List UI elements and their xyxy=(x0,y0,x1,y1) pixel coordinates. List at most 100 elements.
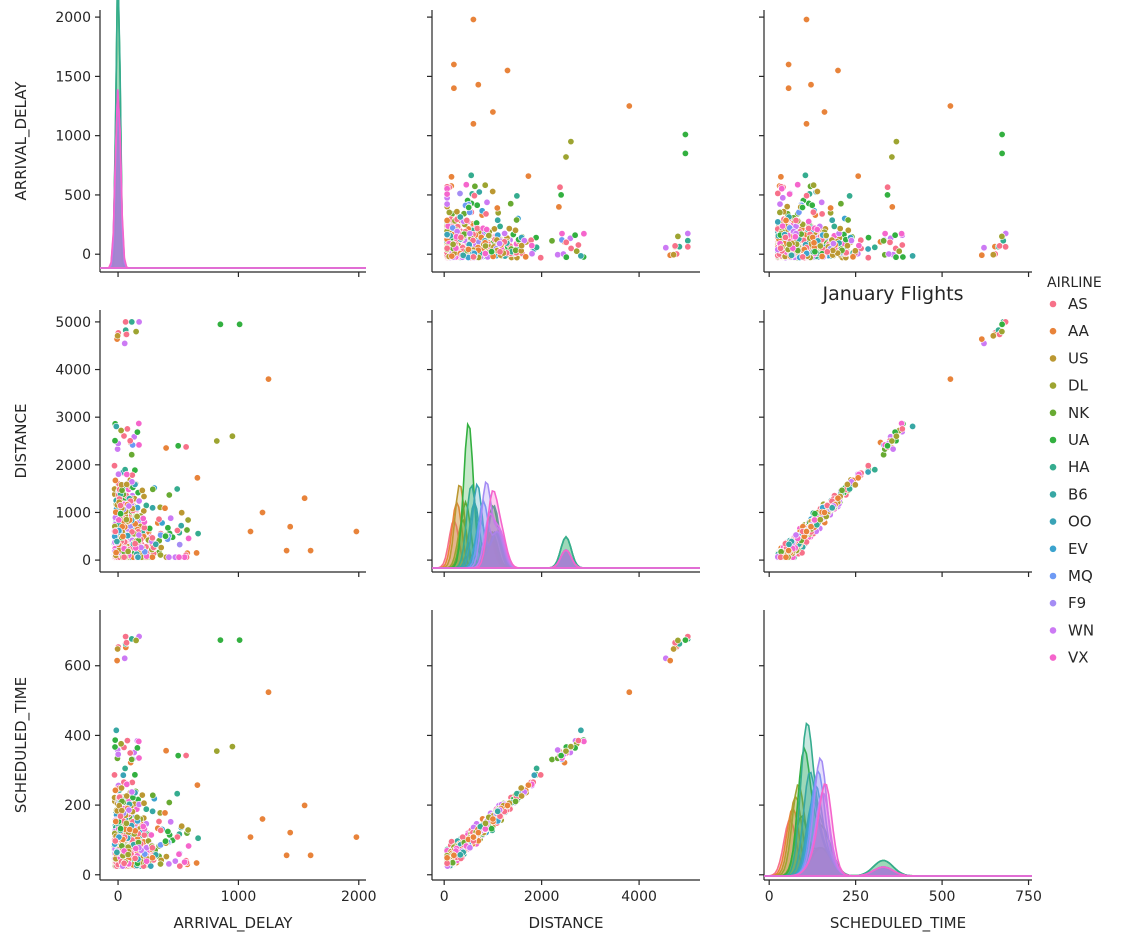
point-as xyxy=(131,540,139,548)
point-wn xyxy=(165,860,173,868)
kde-ua xyxy=(100,0,366,269)
point-wn xyxy=(776,200,784,208)
point-dl xyxy=(213,437,221,445)
point-ua xyxy=(681,149,689,157)
point-us xyxy=(843,480,851,488)
point-wn xyxy=(125,502,133,510)
point-aa xyxy=(283,851,291,859)
point-oo xyxy=(134,553,142,561)
point-aa xyxy=(283,547,291,555)
point-as xyxy=(898,425,906,433)
point-aa xyxy=(148,854,156,862)
point-dl xyxy=(132,636,140,644)
point-as xyxy=(140,831,148,839)
point-dl xyxy=(213,747,221,755)
point-b6 xyxy=(494,216,502,224)
point-as xyxy=(182,443,190,451)
point-us xyxy=(843,242,851,250)
point-vx xyxy=(580,230,588,238)
point-aa xyxy=(161,504,169,512)
point-b6 xyxy=(459,251,467,259)
x-tick-label: 0 xyxy=(440,889,449,905)
point-nk xyxy=(471,182,479,190)
point-aa xyxy=(555,203,563,211)
point-nk xyxy=(149,791,157,799)
point-aa xyxy=(469,120,477,128)
point-b6 xyxy=(113,848,121,856)
point-b6 xyxy=(828,216,836,224)
point-ha xyxy=(513,192,521,200)
point-us xyxy=(670,251,678,259)
point-vx xyxy=(135,754,143,762)
point-b6 xyxy=(113,537,121,545)
point-ua xyxy=(998,320,1006,328)
y-tick-label: 500 xyxy=(64,188,91,204)
point-vx xyxy=(558,230,566,238)
point-as xyxy=(781,233,789,241)
point-aa xyxy=(193,781,201,789)
point-aa xyxy=(854,172,862,180)
point-ua xyxy=(488,248,496,256)
point-oo xyxy=(443,231,451,239)
point-wn xyxy=(167,514,175,522)
point-aa xyxy=(802,120,810,128)
point-aa xyxy=(161,809,169,817)
point-us xyxy=(518,242,526,250)
point-us xyxy=(511,226,519,234)
point-nk xyxy=(128,755,136,763)
point-ua xyxy=(557,191,565,199)
point-aa xyxy=(946,102,954,110)
point-us xyxy=(140,799,148,807)
point-aa xyxy=(162,747,170,755)
point-as xyxy=(157,826,165,834)
point-aa xyxy=(113,657,121,665)
point-as xyxy=(671,242,679,250)
point-vx xyxy=(143,857,151,865)
kde-nk xyxy=(100,90,366,269)
point-aa xyxy=(810,239,818,247)
point-us xyxy=(505,225,513,233)
point-ua xyxy=(798,204,806,212)
point-aa xyxy=(782,216,790,224)
point-vx xyxy=(794,181,802,189)
point-aa xyxy=(785,84,793,92)
point-vx xyxy=(483,226,491,234)
point-nk xyxy=(128,451,136,459)
point-ha xyxy=(846,192,854,200)
point-aa xyxy=(782,553,790,561)
point-aa xyxy=(111,476,119,484)
point-aa xyxy=(777,173,785,181)
point-ua xyxy=(562,253,570,261)
point-aa xyxy=(978,251,986,259)
point-ha xyxy=(467,171,475,179)
point-vx xyxy=(115,516,123,524)
point-ha xyxy=(801,171,809,179)
point-as xyxy=(809,208,817,216)
point-wn xyxy=(829,240,837,248)
point-vx xyxy=(185,842,193,850)
point-ua xyxy=(811,510,819,518)
point-aa xyxy=(818,252,826,260)
point-aa xyxy=(258,508,266,516)
point-vx xyxy=(481,250,489,258)
point-dl xyxy=(481,242,489,250)
point-as xyxy=(126,437,134,445)
point-nk xyxy=(149,485,157,493)
point-aa xyxy=(820,108,828,116)
point-ua xyxy=(236,636,244,644)
point-ua xyxy=(891,231,899,239)
point-us xyxy=(140,492,148,500)
kde-ev xyxy=(100,89,366,269)
point-aa xyxy=(802,527,810,535)
point-as xyxy=(123,330,131,338)
point-as xyxy=(805,224,813,232)
point-dl xyxy=(822,232,830,240)
point-as xyxy=(537,254,545,262)
panel-distance-vs-distance xyxy=(427,310,700,577)
point-nk xyxy=(507,200,515,208)
point-ua xyxy=(111,743,119,751)
point-nk xyxy=(165,491,173,499)
point-ha xyxy=(128,318,136,326)
point-vx xyxy=(791,233,799,241)
